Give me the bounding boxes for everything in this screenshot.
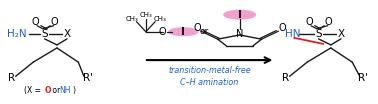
Text: O: O [31, 17, 39, 27]
Text: transition-metal-free: transition-metal-free [168, 66, 251, 75]
Text: H₂N: H₂N [7, 29, 27, 39]
Text: O: O [324, 17, 332, 27]
Text: ): ) [73, 85, 76, 95]
Text: O: O [159, 27, 167, 37]
Text: R': R' [83, 73, 93, 83]
Text: HN: HN [285, 29, 301, 39]
Text: or: or [50, 85, 63, 95]
Text: S: S [41, 29, 48, 39]
Text: R: R [8, 73, 15, 83]
Text: I: I [238, 10, 242, 20]
Text: O: O [45, 85, 51, 95]
Text: X: X [338, 29, 344, 39]
Circle shape [224, 10, 256, 19]
Circle shape [169, 28, 198, 36]
Text: O: O [279, 23, 286, 33]
Text: CH₃: CH₃ [154, 16, 166, 22]
Text: X: X [64, 29, 71, 39]
Text: N: N [236, 29, 243, 39]
Text: CH₃: CH₃ [139, 12, 152, 18]
Text: R: R [282, 73, 290, 83]
Text: NH: NH [60, 85, 71, 95]
Text: O: O [305, 17, 313, 27]
Text: R': R' [358, 73, 368, 83]
Text: or: or [199, 27, 209, 36]
Text: I: I [181, 27, 185, 37]
Text: CH₃: CH₃ [125, 16, 138, 22]
Text: S: S [315, 29, 322, 39]
Text: (X =: (X = [24, 85, 43, 95]
Text: C–H amination: C–H amination [180, 78, 239, 87]
Text: O: O [193, 23, 201, 33]
Text: O: O [50, 17, 58, 27]
